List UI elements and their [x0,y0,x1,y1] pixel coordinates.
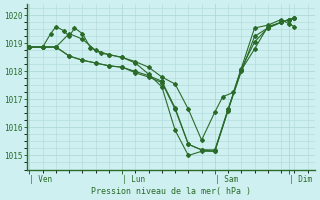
X-axis label: Pression niveau de la mer( hPa ): Pression niveau de la mer( hPa ) [91,187,251,196]
